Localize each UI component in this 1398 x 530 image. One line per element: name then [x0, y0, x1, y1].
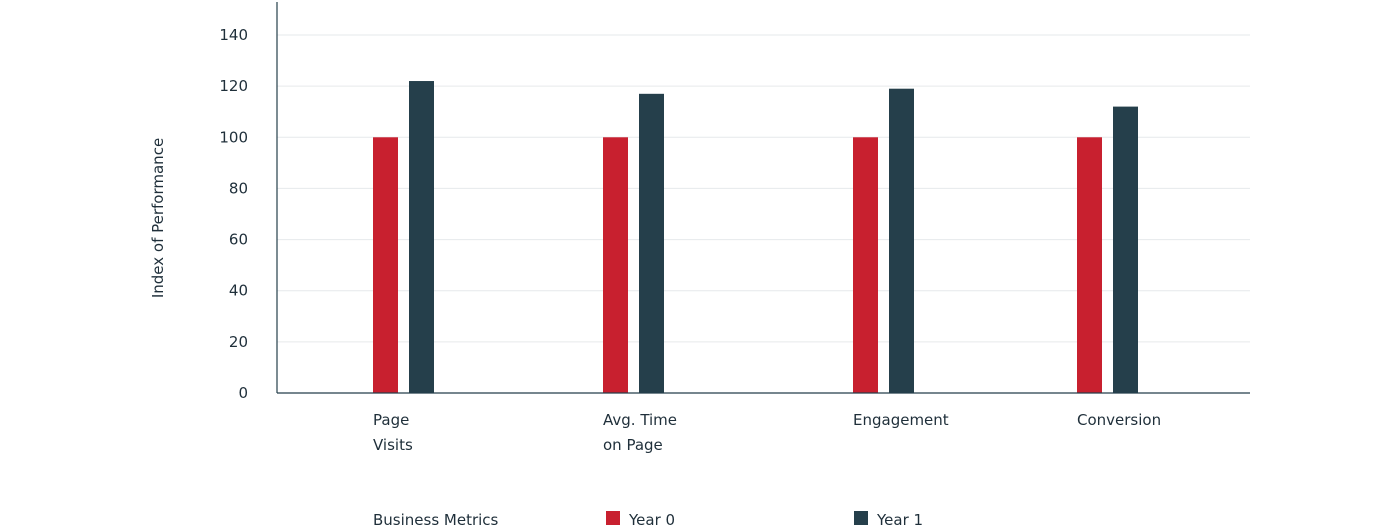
- bar-year-0: [1077, 137, 1102, 393]
- legend-swatch: [606, 511, 620, 525]
- bars: [373, 81, 1138, 394]
- x-axis-category-labels: Page Visits Avg. Time on Page Engagement Conv…: [373, 411, 1161, 454]
- x-axis-title: Business Metrics: [373, 511, 499, 529]
- y-tick-label: 60: [229, 231, 248, 249]
- bar-year-1: [1113, 106, 1138, 393]
- axes: [276, 2, 1250, 394]
- legend-swatch: [854, 511, 868, 525]
- y-tick-label: 40: [229, 282, 248, 300]
- x-tick-label: Avg. Time: [603, 411, 677, 429]
- x-tick-label: on Page: [603, 436, 663, 454]
- y-axis-ticks: 0 20 40 60 80 100 120 140: [219, 26, 248, 402]
- legend-label: Year 0: [628, 511, 675, 529]
- x-tick-label: Engagement: [853, 411, 949, 429]
- y-tick-label: 120: [219, 77, 248, 95]
- gridlines: [277, 34, 1250, 343]
- bar-year-1: [639, 93, 664, 394]
- bar-year-1: [889, 88, 914, 393]
- legend: Year 0 Year 1: [606, 511, 923, 529]
- y-tick-label: 140: [219, 26, 248, 44]
- y-tick-label: 80: [229, 179, 248, 197]
- bar-year-1: [409, 81, 434, 394]
- bar-year-0: [603, 137, 628, 393]
- y-tick-label: 0: [238, 384, 248, 402]
- x-tick-label: Conversion: [1077, 411, 1161, 429]
- y-tick-label: 100: [219, 128, 248, 146]
- x-tick-label: Page: [373, 411, 409, 429]
- y-axis-title: Index of Performance: [149, 138, 167, 298]
- legend-label: Year 1: [876, 511, 923, 529]
- y-tick-label: 20: [229, 333, 248, 351]
- bar-year-0: [853, 137, 878, 393]
- x-tick-label: Visits: [373, 436, 413, 454]
- bar-year-0: [373, 137, 398, 393]
